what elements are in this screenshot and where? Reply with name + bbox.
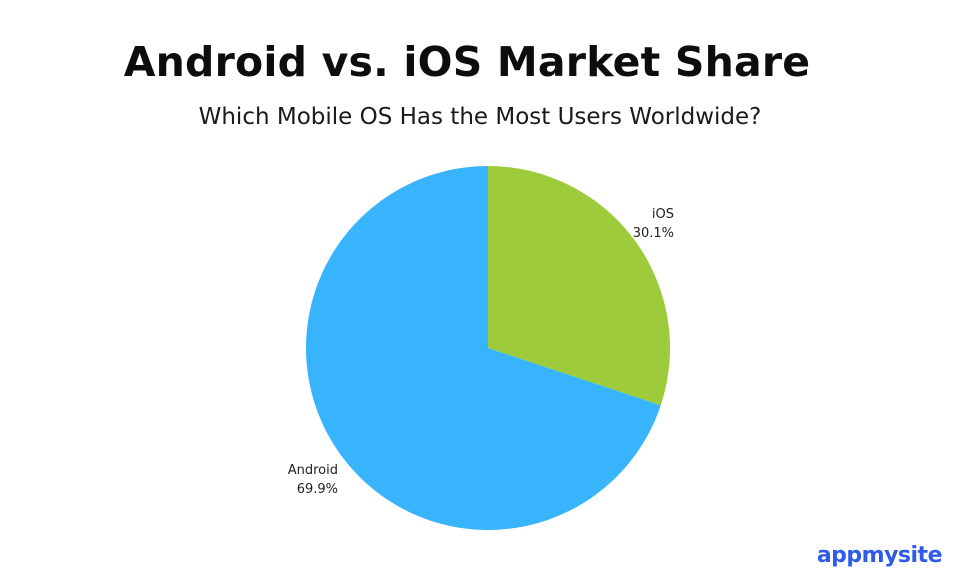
chart-subtitle: Which Mobile OS Has the Most Users World… (198, 104, 762, 130)
slice-label-ios: iOS (652, 207, 674, 222)
slice-value-ios: 30.1% (633, 226, 674, 241)
chart-title: Android vs. iOS Market Share (123, 38, 811, 86)
pie-slice-android (305, 166, 661, 530)
slice-label-android: Android (288, 463, 338, 478)
slice-value-android: 69.9% (297, 482, 338, 497)
pie-slice-ios (488, 166, 670, 406)
appmysite-logo: appmysite (816, 543, 943, 568)
